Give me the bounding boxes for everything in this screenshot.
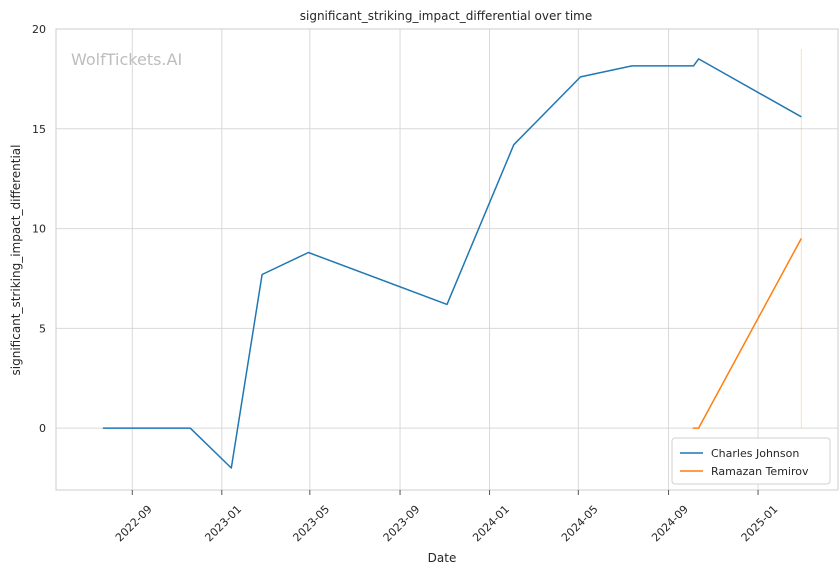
x-tick-label: 2024-01: [470, 503, 512, 545]
series-line-ramazan-temirov: [692, 238, 802, 429]
x-tick-label: 2022-09: [113, 503, 155, 545]
watermark: WolfTickets.AI: [71, 50, 182, 69]
y-axis-label: significant_striking_impact_differential: [9, 145, 23, 376]
x-tick-label: 2025-01: [739, 503, 781, 545]
x-tick-label: 2023-01: [202, 503, 244, 545]
x-tick-labels: 2022-09 2023-01 2023-05 2023-09 2024-01 2024-…: [113, 490, 780, 544]
legend: Charles Johnson Ramazan Temirov: [671, 437, 831, 485]
x-tick-label: 2024-05: [559, 503, 601, 545]
plot-area-frame: [55, 28, 839, 491]
legend-label-charles-johnson: Charles Johnson: [711, 447, 799, 460]
x-tick-label: 2024-09: [649, 503, 691, 545]
y-tick-labels: 0 5 10 15 20: [32, 23, 46, 435]
y-tick-label: 0: [39, 422, 46, 435]
series-line-charles-johnson: [102, 58, 802, 469]
grid-lines: [56, 28, 838, 490]
chart-title: significant_striking_impact_differential…: [300, 9, 592, 23]
x-tick-label: 2023-05: [290, 503, 332, 545]
y-tick-label: 10: [32, 223, 46, 236]
legend-label-ramazan-temirov: Ramazan Temirov: [711, 465, 809, 478]
series-lines: [102, 48, 802, 469]
y-tick-label: 20: [32, 23, 46, 36]
x-axis-label: Date: [428, 551, 457, 565]
legend-box: [671, 437, 831, 485]
y-tick-label: 5: [39, 322, 46, 335]
y-tick-label: 15: [32, 123, 46, 136]
x-tick-label: 2023-09: [381, 503, 423, 545]
